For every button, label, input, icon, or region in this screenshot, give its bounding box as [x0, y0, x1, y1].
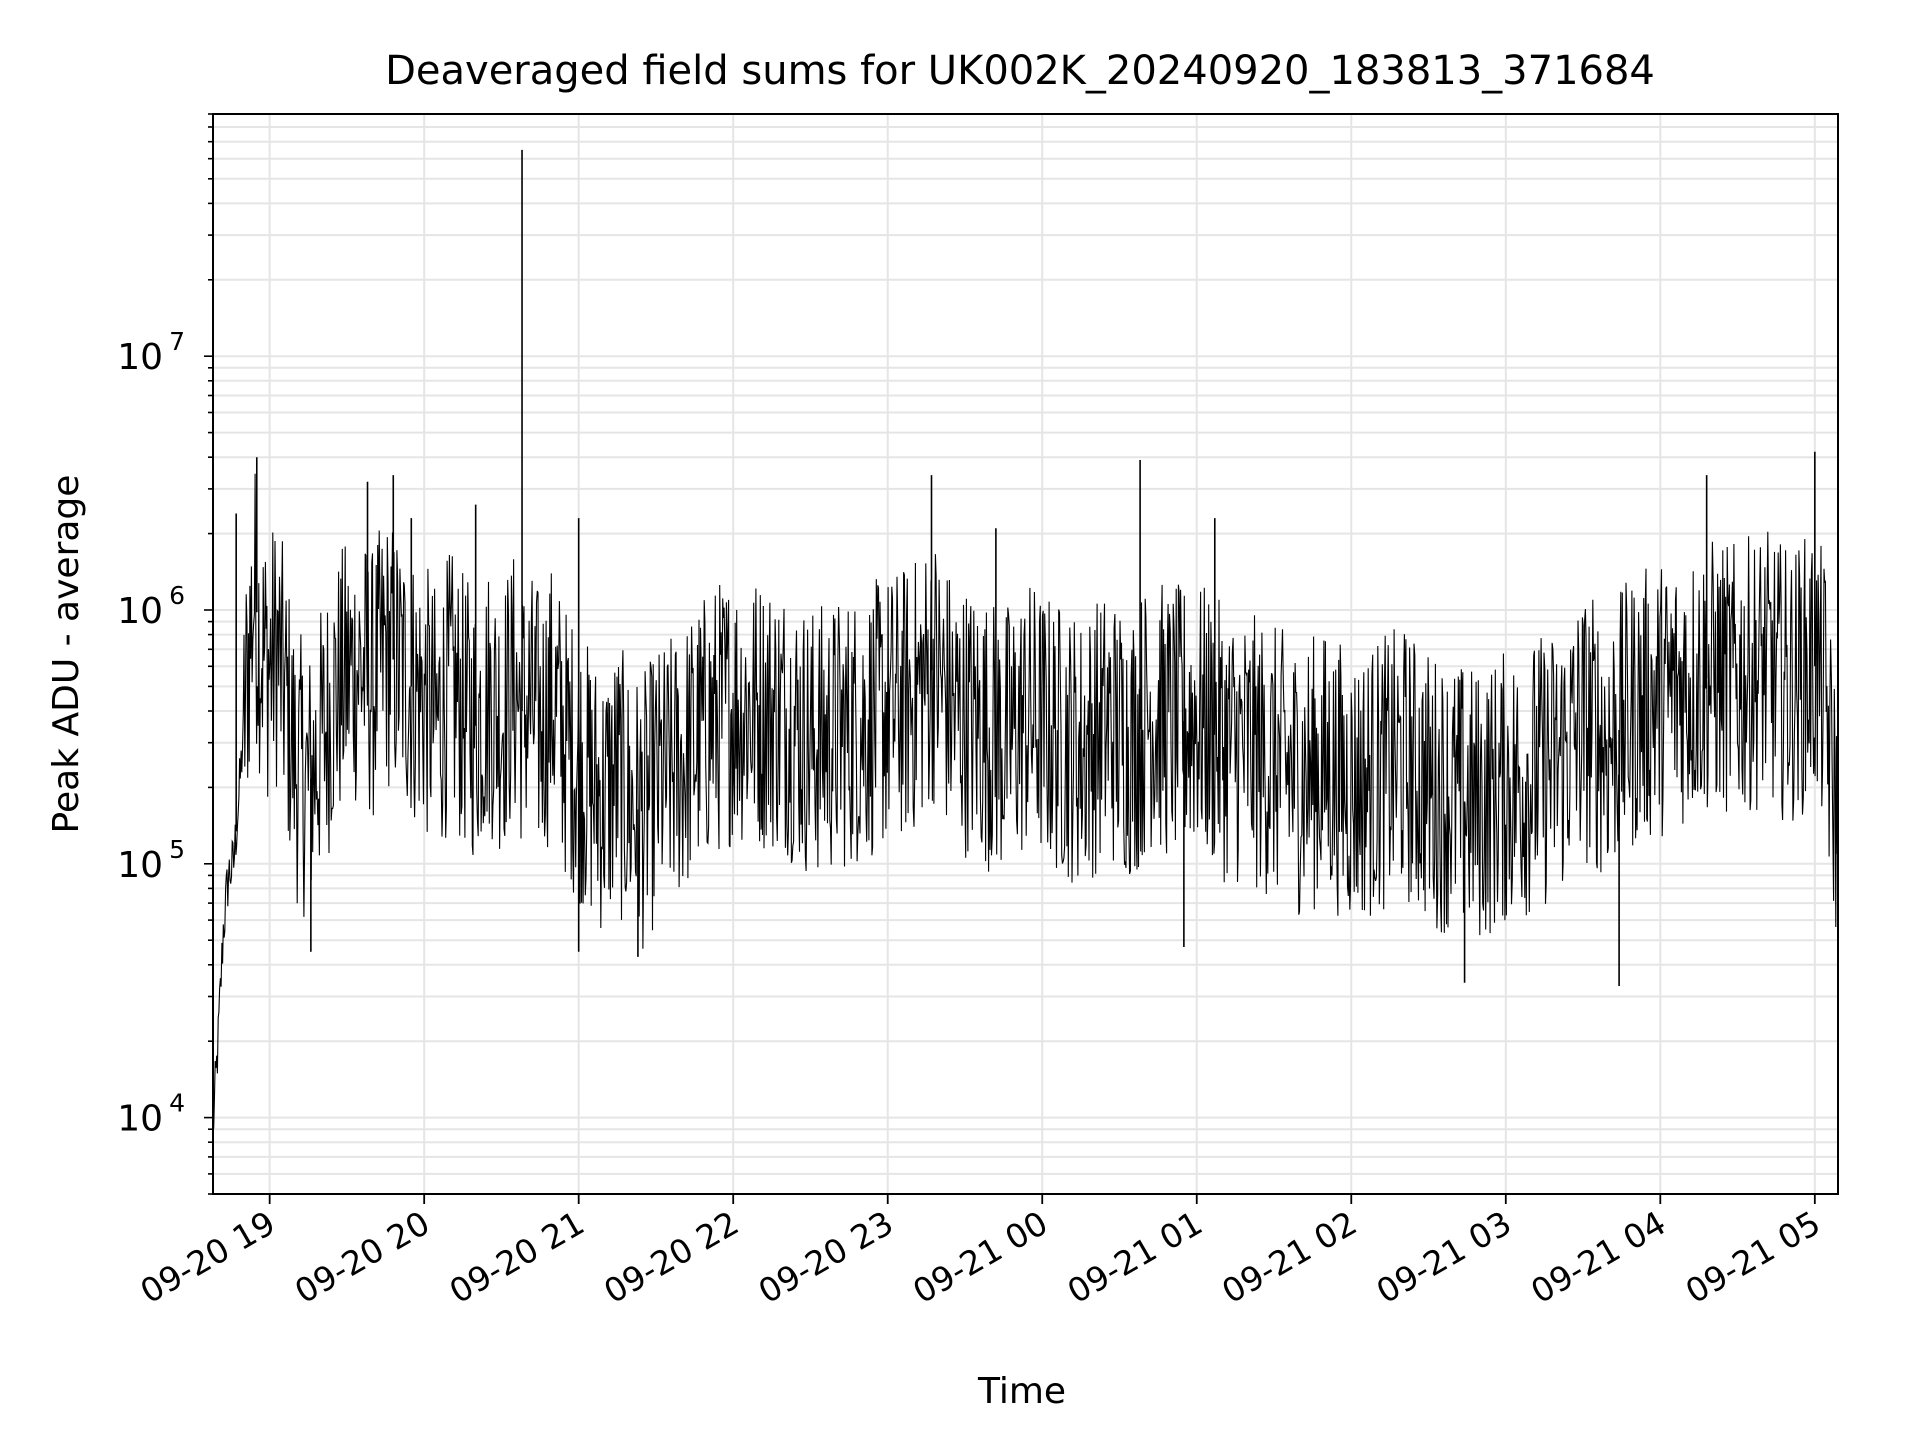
chart-title: Deaveraged field sums for UK002K_2024092… [385, 48, 1655, 94]
y-tick-label: 10 [117, 337, 163, 378]
y-tick-label: 10 [117, 845, 163, 886]
y-axis-label: Peak ADU - average [46, 475, 87, 834]
y-tick-label: 10 [117, 591, 163, 632]
plot-frame [212, 113, 1839, 1195]
plot-area [212, 149, 1839, 1129]
series-line [212, 473, 1839, 1129]
grid [213, 113, 1838, 1195]
y-tick-exponent: 7 [169, 327, 185, 356]
y-tick-exponent: 4 [169, 1089, 185, 1118]
y-tick-exponent: 6 [169, 581, 185, 610]
y-tick-label: 10 [117, 1099, 163, 1140]
x-axis-label: Time [977, 1371, 1066, 1412]
y-tick-exponent: 5 [169, 835, 185, 864]
